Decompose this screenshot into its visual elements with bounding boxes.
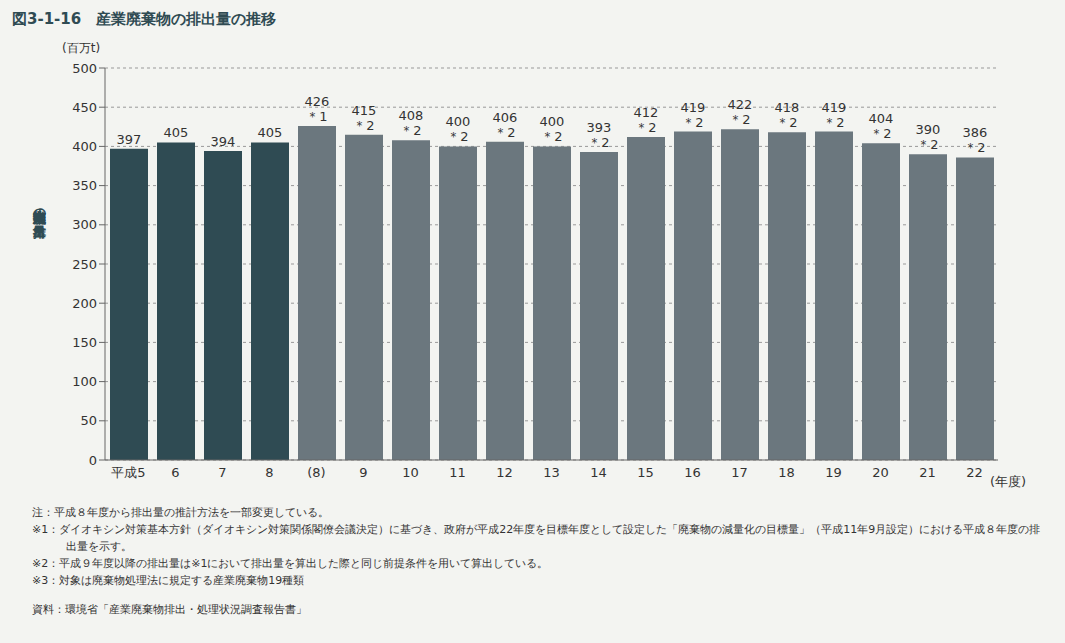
svg-text:9: 9: [359, 465, 367, 480]
svg-text:415: 415: [352, 103, 377, 118]
html-text:注：平成８年度から排出量の推計方法を一部変更している。: 注：平成８年度から排出量の推計方法を一部変更している。: [32, 506, 329, 519]
svg-text:400: 400: [446, 114, 471, 129]
svg-text:＊2: ＊2: [917, 137, 938, 152]
svg-text:＊2: ＊2: [353, 118, 374, 133]
svg-text:418: 418: [775, 100, 800, 115]
svg-text:408: 408: [399, 108, 424, 123]
svg-text:450: 450: [72, 100, 97, 115]
svg-text:397: 397: [117, 132, 142, 147]
svg-text:422: 422: [728, 97, 753, 112]
svg-text:50: 50: [80, 413, 97, 428]
svg-text:405: 405: [164, 125, 189, 140]
svg-text:＊2: ＊2: [447, 129, 468, 144]
svg-text:＊2: ＊2: [635, 120, 656, 135]
svg-text:16: 16: [684, 465, 701, 480]
html-text:※2：平成９年度以降の排出量は※1において排出量を算出した際: ※2：平成９年度以降の排出量は※1において排出量を算出した際と同じ前提条件を用い…: [32, 557, 549, 570]
html-text:※3：対象は廃棄物処理法に規定する産業廃棄物19種類: ※3：対象は廃棄物処理法に規定する産業廃棄物19種類: [32, 574, 305, 587]
svg-text:＊2: ＊2: [870, 126, 891, 141]
svg-text:11: 11: [449, 465, 466, 480]
svg-text:12: 12: [496, 465, 513, 480]
svg-text:19: 19: [825, 465, 842, 480]
svg-text:＊2: ＊2: [400, 123, 421, 138]
svg-text:419: 419: [822, 100, 847, 115]
svg-text:386: 386: [963, 125, 988, 140]
svg-text:20: 20: [872, 465, 889, 480]
svg-text:200: 200: [72, 296, 97, 311]
svg-text:＊1: ＊1: [306, 109, 327, 124]
html-text:産業廃棄物の排出量: 産業廃棄物の排出量: [32, 200, 47, 215]
svg-text:412: 412: [634, 105, 659, 120]
svg-text:(8): (8): [307, 465, 325, 480]
svg-text:平成5: 平成5: [111, 465, 145, 480]
svg-text:404: 404: [869, 111, 894, 126]
svg-text:405: 405: [258, 125, 283, 140]
svg-text:21: 21: [919, 465, 936, 480]
svg-text:10: 10: [402, 465, 419, 480]
svg-text:300: 300: [72, 217, 97, 232]
svg-text:6: 6: [171, 465, 179, 480]
svg-text:426: 426: [305, 94, 330, 109]
svg-text:7: 7: [218, 465, 226, 480]
svg-text:22: 22: [966, 465, 983, 480]
svg-text:400: 400: [72, 139, 97, 154]
svg-text:394: 394: [211, 134, 236, 149]
svg-text:15: 15: [637, 465, 654, 480]
svg-text:100: 100: [72, 374, 97, 389]
svg-text:＊2: ＊2: [823, 115, 844, 130]
svg-text:250: 250: [72, 257, 97, 272]
html-text:※1：ダイオキシン対策基本方針（ダイオキシン対策関係閣僚会議: ※1：ダイオキシン対策基本方針（ダイオキシン対策関係閣僚会議決定）に基づき、政府…: [32, 523, 1041, 553]
svg-text:400: 400: [540, 114, 565, 129]
svg-text:150: 150: [72, 335, 97, 350]
svg-text:＊2: ＊2: [541, 129, 562, 144]
svg-text:406: 406: [493, 110, 518, 125]
svg-text:＊2: ＊2: [729, 112, 750, 127]
svg-text:18: 18: [778, 465, 795, 480]
svg-text:350: 350: [72, 178, 97, 193]
html-text:(年度): (年度): [990, 474, 1027, 489]
svg-text:8: 8: [265, 465, 273, 480]
svg-text:0: 0: [89, 453, 97, 468]
svg-text:393: 393: [587, 120, 612, 135]
svg-text:390: 390: [916, 122, 941, 137]
svg-text:＊2: ＊2: [682, 115, 703, 130]
html-text:(百万t): (百万t): [62, 41, 101, 55]
svg-text:17: 17: [731, 465, 748, 480]
svg-text:14: 14: [590, 465, 607, 480]
svg-text:419: 419: [681, 100, 706, 115]
svg-text:500: 500: [72, 61, 97, 76]
html-text:図3-1-16 産業廃棄物の排出量の推移: 図3-1-16 産業廃棄物の排出量の推移: [12, 10, 277, 28]
html-text:資料：環境省「産業廃棄物排出・処理状況調査報告書」: 資料：環境省「産業廃棄物排出・処理状況調査報告書」: [32, 603, 307, 616]
svg-text:13: 13: [543, 465, 560, 480]
svg-text:＊2: ＊2: [494, 125, 515, 140]
svg-text:＊2: ＊2: [964, 140, 985, 155]
svg-text:＊2: ＊2: [588, 135, 609, 150]
svg-text:＊2: ＊2: [776, 115, 797, 130]
